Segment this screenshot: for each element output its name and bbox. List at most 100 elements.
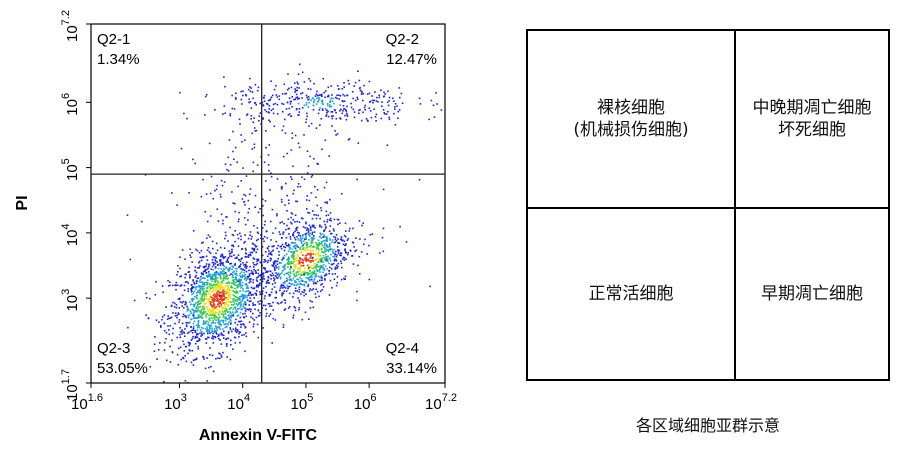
scatter-point bbox=[329, 99, 332, 101]
scatter-point bbox=[205, 93, 208, 96]
scatter-point bbox=[202, 312, 205, 315]
scatter-point bbox=[240, 323, 243, 326]
scatter-point bbox=[297, 73, 300, 75]
scatter-point bbox=[264, 304, 267, 307]
scatter-point bbox=[186, 307, 189, 309]
scatter-point bbox=[248, 101, 250, 104]
scatter-point bbox=[227, 300, 230, 303]
scatter-point bbox=[324, 279, 326, 281]
scatter-point bbox=[322, 239, 325, 242]
scatter-point bbox=[207, 274, 210, 277]
scatter-point bbox=[253, 225, 255, 227]
scatter-point bbox=[228, 300, 231, 303]
scatter-point bbox=[333, 236, 335, 238]
scatter-point bbox=[185, 302, 187, 304]
scatter-point bbox=[221, 300, 223, 302]
scatter-point bbox=[369, 110, 372, 112]
scatter-point bbox=[364, 238, 366, 241]
scatter-point bbox=[296, 236, 298, 238]
scatter-point bbox=[215, 316, 218, 318]
scatter-point bbox=[271, 208, 274, 211]
scatter-point bbox=[255, 245, 258, 248]
scatter-point bbox=[288, 282, 291, 285]
scatter-point bbox=[254, 244, 256, 246]
scatter-point bbox=[340, 260, 342, 262]
scatter-point bbox=[219, 357, 221, 360]
scatter-point bbox=[301, 251, 303, 253]
scatter-point bbox=[225, 343, 228, 346]
scatter-point bbox=[204, 306, 207, 309]
scatter-point bbox=[279, 273, 282, 275]
scatter-point bbox=[223, 105, 226, 107]
scatter-point bbox=[287, 271, 290, 274]
scatter-point bbox=[232, 308, 234, 311]
scatter-point bbox=[178, 319, 181, 321]
scatter-point bbox=[265, 291, 268, 294]
scatter-point bbox=[290, 216, 292, 219]
scatter-point bbox=[221, 262, 223, 265]
scatter-point bbox=[305, 232, 308, 235]
scatter-point bbox=[283, 299, 286, 301]
scatter-point bbox=[282, 155, 285, 158]
scatter-point bbox=[200, 335, 202, 337]
scatter-point bbox=[225, 296, 227, 299]
scatter-point bbox=[257, 259, 260, 262]
scatter-point bbox=[181, 329, 183, 331]
scatter-point bbox=[324, 247, 326, 250]
scatter-point bbox=[337, 238, 339, 240]
scatter-point bbox=[276, 178, 279, 180]
scatter-point bbox=[312, 306, 315, 309]
scatter-point bbox=[334, 273, 336, 275]
scatter-point bbox=[208, 251, 211, 253]
scatter-point bbox=[203, 293, 205, 295]
scatter-point bbox=[172, 301, 174, 304]
scatter-point bbox=[216, 280, 219, 282]
scatter-point bbox=[275, 292, 278, 294]
scatter-point bbox=[169, 284, 171, 287]
scatter-point bbox=[202, 270, 205, 273]
scatter-point bbox=[192, 329, 195, 331]
scatter-point bbox=[224, 256, 227, 258]
scatter-point bbox=[179, 327, 181, 329]
scatter-point bbox=[184, 281, 187, 283]
scatter-point bbox=[209, 252, 212, 254]
scatter-point bbox=[247, 309, 250, 311]
scatter-point bbox=[250, 294, 253, 296]
scatter-point bbox=[227, 292, 229, 295]
scatter-point bbox=[238, 278, 240, 281]
scatter-point bbox=[224, 306, 227, 308]
scatter-point bbox=[171, 339, 173, 342]
scatter-point bbox=[255, 286, 258, 288]
scatter-point bbox=[236, 284, 239, 286]
scatter-point bbox=[167, 279, 169, 282]
scatter-point bbox=[254, 270, 257, 272]
scatter-point bbox=[227, 261, 230, 263]
scatter-point bbox=[312, 280, 314, 283]
scatter-point bbox=[317, 261, 319, 263]
scatter-point bbox=[214, 307, 216, 309]
scatter-point bbox=[325, 114, 328, 116]
scatter-point bbox=[235, 299, 237, 302]
scatter-point bbox=[280, 302, 282, 304]
scatter-point bbox=[270, 278, 272, 280]
scatter-point bbox=[211, 287, 213, 290]
scatter-point bbox=[256, 284, 259, 287]
scatter-point bbox=[244, 240, 246, 243]
scatter-point bbox=[308, 273, 311, 275]
scatter-point bbox=[324, 227, 327, 229]
scatter-point bbox=[222, 302, 224, 304]
scatter-point bbox=[296, 290, 298, 292]
scatter-point bbox=[306, 246, 308, 248]
scatter-point bbox=[245, 265, 247, 267]
scatter-point bbox=[254, 83, 257, 86]
scatter-point bbox=[243, 200, 246, 203]
scatter-point bbox=[325, 250, 327, 252]
scatter-point bbox=[228, 295, 231, 298]
legend-text: 坏死细胞 bbox=[778, 120, 846, 140]
scatter-point bbox=[240, 263, 242, 266]
scatter-point bbox=[196, 286, 198, 288]
scatter-point bbox=[265, 110, 268, 113]
scatter-point bbox=[277, 244, 279, 247]
scatter-point bbox=[234, 306, 237, 309]
scatter-point bbox=[225, 234, 227, 237]
